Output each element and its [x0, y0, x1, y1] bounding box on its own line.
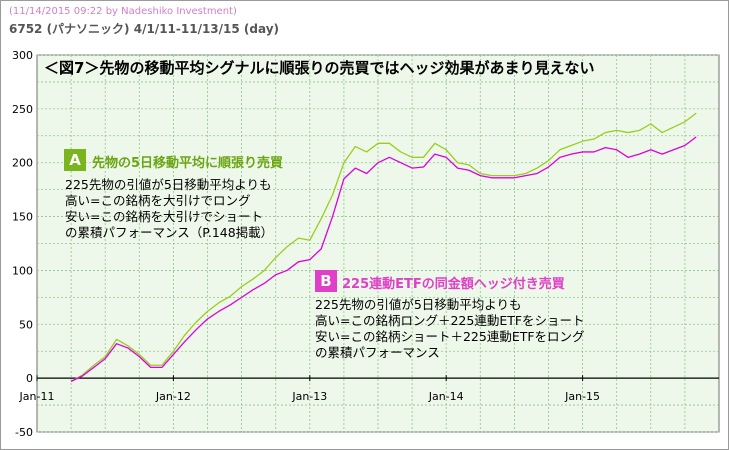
- y-tick-label: 50: [19, 318, 33, 331]
- series-line-b: [70, 136, 697, 382]
- badge-a: A: [64, 149, 86, 171]
- y-tick-label: 150: [12, 211, 33, 224]
- credit-text: (11/14/2015 09:22 by Nadeshiko Investmen…: [9, 6, 237, 17]
- y-tick-label: 0: [26, 372, 33, 385]
- annotation-b-line: 安い=この銘柄ショート＋225連動ETFをロング: [315, 329, 585, 344]
- annotation-b-title: 225連動ETFの同金額ヘッジ付き売買: [342, 277, 565, 292]
- annotation-b-line: の累積パフォーマンス: [315, 345, 440, 360]
- chart-heading: 6752 (パナソニック) 4/1/11-11/13/15 (day): [9, 22, 280, 36]
- y-tick-label: 300: [12, 49, 33, 62]
- annotation-a-title: 先物の5日移動平均に順張り売買: [92, 156, 284, 171]
- annotation-b-line: 高い=この銘柄ロング＋225連動ETFをショート: [315, 313, 585, 328]
- y-tick-label: 250: [12, 103, 33, 116]
- badge-b: B: [315, 270, 337, 292]
- series-line-a: [70, 112, 697, 382]
- annotation-a-line: 安い=この銘柄を大引けでショート: [65, 209, 263, 224]
- annotation-a-line: の累積パフォーマンス（P.148掲載）: [65, 225, 274, 240]
- y-tick-label: 200: [12, 157, 33, 170]
- y-tick-label: -50: [15, 426, 33, 439]
- x-tick-label: Jan-14: [428, 390, 464, 403]
- x-tick-label: Jan-13: [291, 390, 327, 403]
- chart-title: ＜図7＞先物の移動平均シグナルに順張りの売買ではヘッジ効果があまり見えない: [44, 59, 595, 77]
- annotation-a-line: 高い=この銘柄を大引けでロング: [65, 193, 251, 208]
- x-tick-label: Jan-11: [19, 390, 55, 403]
- x-tick-label: Jan-15: [564, 390, 600, 403]
- annotation-a-line: 225先物の引値が5日移動平均よりも: [65, 177, 272, 192]
- annotation-b-line: 225先物の引値が5日移動平均よりも: [315, 297, 522, 312]
- x-tick-label: Jan-12: [155, 390, 191, 403]
- y-tick-label: 100: [12, 264, 33, 277]
